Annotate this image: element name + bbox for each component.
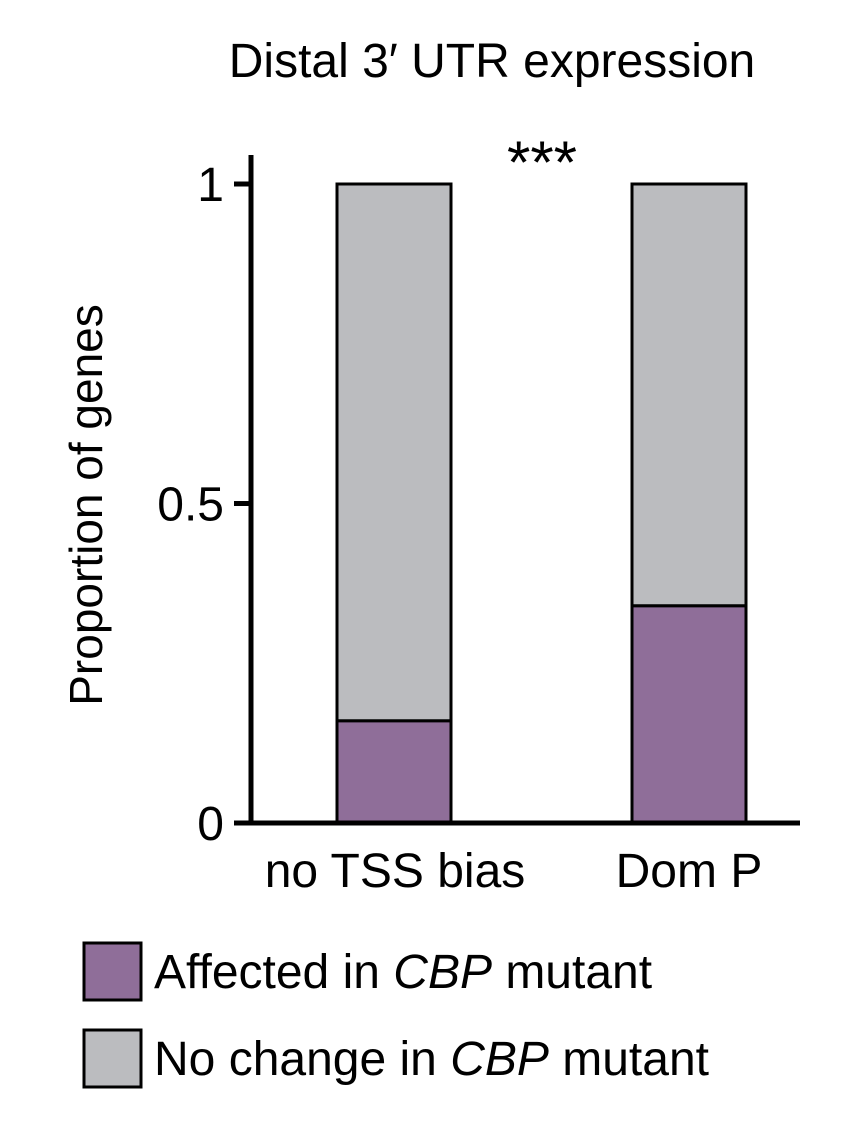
legend-label-1: No change in CBP mutant <box>154 1033 709 1086</box>
chart-title: Distal 3′ UTR expression <box>229 35 756 88</box>
bar-no-change-0 <box>335 182 453 723</box>
legend-label-0: Affected in CBP mutant <box>154 946 652 999</box>
y-tick-label-0: 0 <box>197 798 224 851</box>
bars-group <box>335 182 748 825</box>
bar-affected-1 <box>630 604 748 825</box>
bar-no-change-1 <box>630 182 748 608</box>
legend-swatch-0 <box>82 941 143 1002</box>
legend-swatch-1 <box>82 1028 143 1089</box>
y-axis-label: Proportion of genes <box>60 304 112 706</box>
x-tick-labels-group: no TSS bias Dom P <box>265 845 763 898</box>
y-tick-label-1: 1 <box>197 159 224 212</box>
significance-marker: *** <box>507 129 577 196</box>
legend: Affected in CBP mutant No change in CBP m… <box>82 941 709 1089</box>
bar-affected-0 <box>335 719 453 825</box>
y-ticks-group: 00.51 <box>157 159 251 851</box>
y-tick-label-0.5: 0.5 <box>157 479 224 532</box>
x-tick-label-1: Dom P <box>616 845 763 898</box>
x-tick-label-0: no TSS bias <box>265 845 526 898</box>
